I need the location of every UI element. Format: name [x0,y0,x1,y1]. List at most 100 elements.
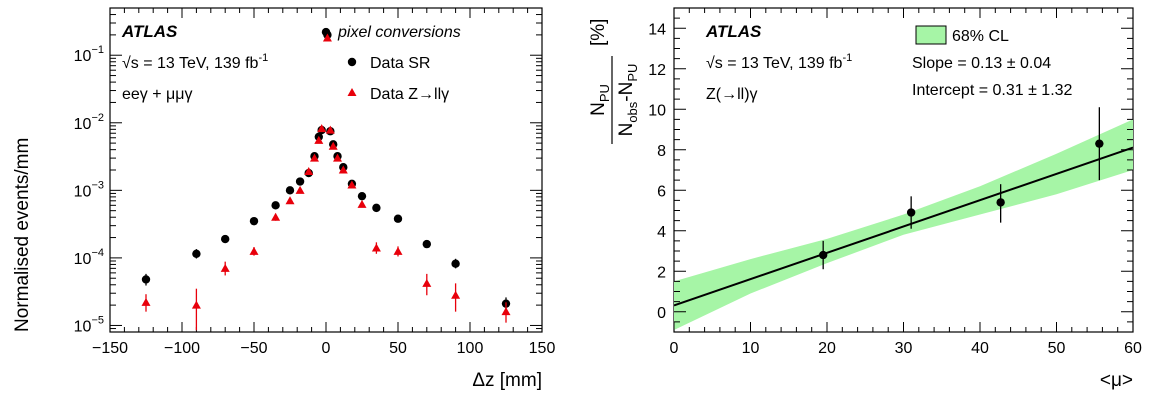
left-point-sr [141,275,151,284]
left-point-z [317,124,327,133]
left-point-z [333,153,343,162]
left-x-axis-title: Δz [mm] [472,370,542,391]
right-x-ticks: 0 10 20 30 40 50 60 [670,8,1142,357]
left-point-sr [393,214,403,223]
right-chart: 0 10 20 30 40 50 60 0 2 4 6 8 10 12 14 <μ> NPU Nobs-N… [588,7,1142,391]
right-confidence-band [674,119,1133,330]
left-point-sr [295,177,305,186]
right-x-tick-label: 10 [742,340,760,357]
left-x-tick-label: −100 [164,340,200,357]
left-lumi-sup: -1 [258,52,268,64]
right-slope-text: Slope = 0.13 ± 0.04 [912,55,1051,72]
left-point-z [501,307,511,316]
right-y-tick-label: 2 [657,264,666,281]
right-y-title-numerator: NPU [588,84,612,116]
right-x-tick-label: 40 [971,340,989,357]
right-y-tick-label: 8 [657,143,666,160]
right-legend-band-swatch [915,25,947,45]
left-y-tick-label: 10−1 [74,44,104,65]
left-point-sr [372,203,381,213]
left-point-sr [422,239,431,249]
right-band-layer [674,119,1133,330]
left-point-z [191,300,201,309]
right-data-point [1095,139,1104,148]
left-point-z [328,141,338,150]
right-data-point [818,250,828,260]
left-point-z [249,246,259,255]
left-point-z [141,297,151,306]
right-y-tick-label: 14 [648,21,666,38]
left-point-sr [221,234,230,244]
right-data [673,107,1134,307]
left-point-z [451,290,461,299]
left-point-z [285,196,295,205]
left-point-z [393,246,403,255]
left-atlas-label: ATLAS [121,22,178,41]
left-point-sr [271,201,280,210]
left-y-tick-label: 10−2 [74,112,104,133]
left-x-ticks: −150 −100 −50 0 50 100 150 [92,8,555,357]
left-x-tick-label: 100 [457,340,484,357]
left-x-tick-label: 150 [529,340,556,357]
right-y-tick-label: 0 [657,305,666,322]
left-x-tick-label: 0 [322,340,331,357]
right-atlas-label: ATLAS [705,22,762,41]
left-point-z [314,135,324,144]
right-x-tick-label: 20 [818,340,836,357]
right-x-tick-label: 60 [1124,340,1142,357]
left-point-z [304,167,314,176]
left-point-z [322,33,332,42]
right-y-tick-label: 6 [657,183,666,200]
left-point-z [295,185,305,194]
right-x-axis-title: <μ> [1100,370,1133,391]
right-y-tick-label: 4 [657,224,666,241]
left-point-z [325,125,335,134]
left-x-tick-label: −50 [240,340,267,357]
left-point-z [357,199,367,208]
right-y-ticks: 0 2 4 6 8 10 12 14 [648,17,1133,333]
left-energy-lumi: √s = 13 TeV, 139 fb-1 [122,52,268,72]
left-x-tick-label: 50 [389,340,407,357]
right-x-tick-label: 0 [670,340,679,357]
left-channel: eeγ + μμγ [122,86,192,103]
left-legend-marker-sr [347,57,357,67]
left-y-axis-title: Normalised events/mm [12,138,33,332]
left-point-z [347,180,357,189]
right-data-point [906,208,916,217]
left-legend-label-z: Data Z→llγ [370,86,449,103]
right-y-tick-label: 10 [648,102,666,119]
right-y-title-denominator: Nobs-NPU [616,64,640,137]
right-intercept-text: Intercept = 0.31 ± 1.32 [912,82,1073,99]
left-point-sr [451,259,460,268]
left-point-z [338,165,348,174]
left-point-z [422,278,432,287]
left-data [141,27,511,331]
right-legend-band-label: 68% CL [952,28,1009,45]
left-point-z [371,243,381,252]
left-legend-marker-z [347,88,357,96]
right-fit-line [673,146,1134,307]
left-point-sr [357,191,367,201]
left-point-z [309,153,319,162]
right-y-axis-title: NPU Nobs-NPU [%] [588,19,640,144]
right-energy-lumi: √s = 13 TeV, 139 fb-1 [706,52,852,72]
left-point-sr [249,216,259,226]
left-point-z [271,212,281,221]
left-legend-title: pixel conversions [337,24,461,41]
left-point-sr [285,186,295,195]
left-chart: −150 −100 −50 0 50 100 150 10−510−410−310−210−… [12,7,555,391]
right-lumi-sup: -1 [842,52,852,64]
left-y-tick-label: 10−3 [74,179,104,200]
left-y-tick-label: 10−4 [74,247,104,268]
right-y-tick-label: 12 [648,62,666,79]
left-y-ticks: 10−5 10−4 10−3 10−2 10−1 [74,14,542,335]
right-channel: Z(→ll)γ [706,86,758,103]
left-legend-label-sr: Data SR [370,55,430,72]
left-point-z [220,263,230,272]
right-x-tick-label: 50 [1048,340,1066,357]
left-x-tick-label: −150 [92,340,128,357]
right-y-title-unit: [%] [588,19,609,46]
left-point-sr [192,249,201,258]
right-data-point [996,198,1005,207]
